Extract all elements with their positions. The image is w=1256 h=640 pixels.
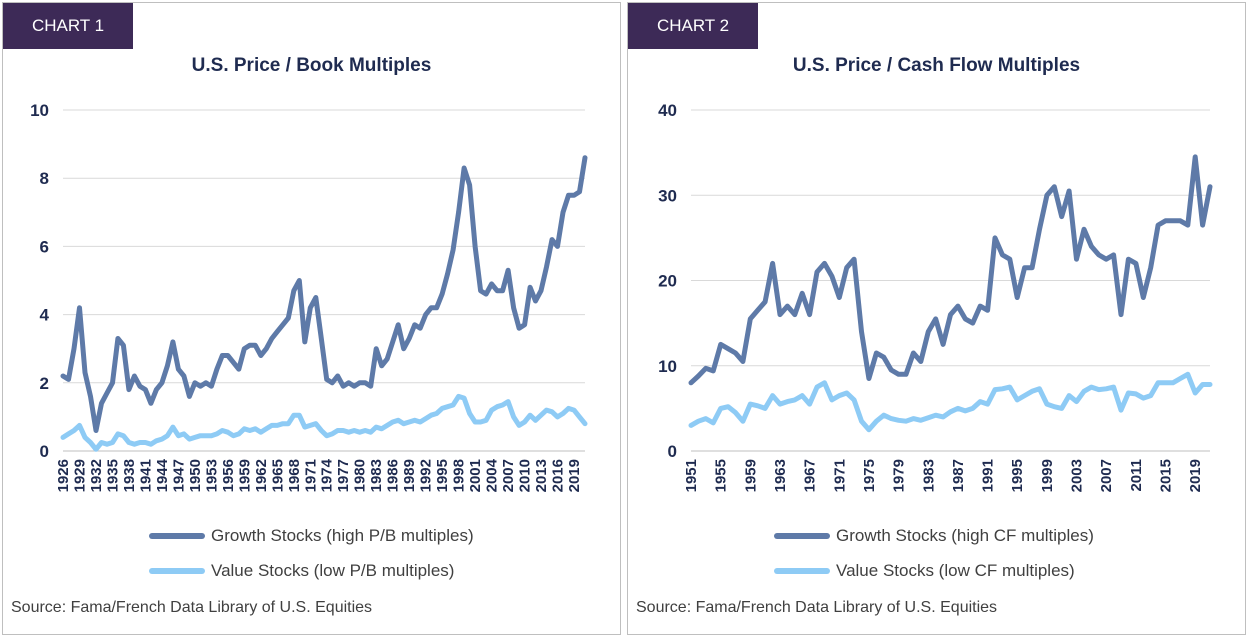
x-tick-label: 2003 bbox=[1069, 459, 1086, 492]
x-tick-label: 2001 bbox=[467, 459, 484, 492]
y-tick-label: 0 bbox=[40, 442, 49, 461]
x-tick-label: 1979 bbox=[891, 459, 908, 492]
legend-label: Value Stocks (low P/B multiples) bbox=[211, 561, 455, 580]
y-tick-label: 30 bbox=[658, 186, 677, 205]
chart-title: U.S. Price / Cash Flow Multiples bbox=[792, 55, 1081, 76]
y-tick-label: 0 bbox=[668, 442, 677, 461]
legend-item-value: Value Stocks (low CF multiples) bbox=[774, 559, 1075, 583]
x-tick-label: 1998 bbox=[451, 459, 468, 492]
x-tick-label: 1951 bbox=[683, 459, 700, 492]
y-tick-label: 8 bbox=[40, 169, 49, 188]
x-tick-label: 1944 bbox=[154, 458, 171, 492]
x-tick-label: 2016 bbox=[550, 459, 567, 492]
x-tick-label: 2007 bbox=[1098, 459, 1115, 492]
chart-tag: CHART 2 bbox=[628, 3, 758, 49]
series-line-growth bbox=[60, 155, 588, 433]
x-tick-label: 2004 bbox=[484, 458, 501, 492]
x-tick-label: 1965 bbox=[269, 459, 286, 492]
x-tick-label: 1986 bbox=[385, 459, 402, 492]
x-tick-label: 2019 bbox=[1187, 459, 1204, 492]
legend-label: Value Stocks (low CF multiples) bbox=[836, 561, 1075, 580]
x-tick-label: 1963 bbox=[772, 459, 789, 492]
x-tick-label: 1955 bbox=[713, 459, 730, 492]
x-tick-label: 1967 bbox=[802, 459, 819, 492]
legend-label: Growth Stocks (high CF multiples) bbox=[836, 526, 1094, 545]
legend-item-value: Value Stocks (low P/B multiples) bbox=[149, 559, 454, 583]
y-tick-label: 6 bbox=[40, 237, 49, 256]
source-note: Source: Fama/French Data Library of U.S.… bbox=[11, 599, 373, 616]
chart-panel-2: CHART 2 U.S. Price / Cash Flow Multiples… bbox=[627, 2, 1246, 635]
y-tick-label: 10 bbox=[30, 101, 49, 120]
x-tick-label: 1959 bbox=[236, 459, 253, 492]
legend-swatch-value bbox=[149, 568, 205, 574]
source-note: Source: Fama/French Data Library of U.S.… bbox=[636, 599, 998, 616]
legend-swatch-growth bbox=[149, 533, 205, 539]
chart-panel-1: CHART 1 U.S. Price / Book Multiples 0 2 4 6… bbox=[2, 2, 621, 635]
x-tick-label: 1980 bbox=[352, 459, 369, 492]
x-tick-label: 1926 bbox=[55, 459, 72, 492]
y-tick-label: 40 bbox=[658, 101, 677, 120]
legend-item-growth: Growth Stocks (high P/B multiples) bbox=[149, 524, 474, 548]
x-tick-label: 2010 bbox=[517, 459, 534, 492]
x-tick-label: 1938 bbox=[121, 459, 138, 492]
x-tick-label: 1975 bbox=[861, 459, 878, 492]
legend-swatch-value bbox=[774, 568, 830, 574]
chart-plot: 0 10 20 30 40 1951 1955 1959 1963 1967 1971 1975 197… bbox=[658, 101, 1213, 492]
x-tick-label: 1989 bbox=[401, 459, 418, 492]
y-tick-label: 4 bbox=[40, 306, 50, 325]
x-tick-label: 1932 bbox=[88, 459, 105, 492]
x-tick-label: 1929 bbox=[71, 459, 88, 492]
x-tick-label: 2011 bbox=[1128, 459, 1145, 492]
x-tick-label: 1947 bbox=[170, 459, 187, 492]
x-tick-label: 1991 bbox=[980, 459, 997, 492]
legend-label: Growth Stocks (high P/B multiples) bbox=[211, 526, 474, 545]
y-tick-label: 2 bbox=[40, 374, 49, 393]
x-tick-label: 1995 bbox=[1009, 459, 1026, 492]
x-tick-label: 1968 bbox=[286, 459, 303, 492]
x-tick-label: 1935 bbox=[104, 459, 121, 492]
y-tick-label: 20 bbox=[658, 272, 677, 291]
legend-swatch-growth bbox=[774, 533, 830, 539]
x-tick-label: 2007 bbox=[500, 459, 517, 492]
y-tick-label: 10 bbox=[658, 357, 677, 376]
chart-tag: CHART 1 bbox=[3, 3, 133, 49]
x-tick-label: 1971 bbox=[302, 459, 319, 492]
legend-item-growth: Growth Stocks (high CF multiples) bbox=[774, 524, 1094, 548]
chart-title: U.S. Price / Book Multiples bbox=[191, 55, 432, 76]
x-tick-label: 2013 bbox=[533, 459, 550, 492]
x-tick-label: 2019 bbox=[566, 459, 583, 492]
x-tick-label: 1995 bbox=[434, 459, 451, 492]
x-tick-label: 1999 bbox=[1039, 459, 1056, 492]
x-tick-label: 1959 bbox=[742, 459, 759, 492]
series-line-value bbox=[688, 371, 1213, 433]
x-tick-label: 1953 bbox=[203, 459, 220, 492]
x-tick-label: 1956 bbox=[220, 459, 237, 492]
x-tick-label: 1983 bbox=[368, 459, 385, 492]
x-tick-label: 1983 bbox=[920, 459, 937, 492]
x-tick-label: 1974 bbox=[319, 458, 336, 492]
x-tick-label: 1962 bbox=[253, 459, 270, 492]
x-tick-label: 1950 bbox=[187, 459, 204, 492]
series-line-value bbox=[60, 393, 588, 452]
x-tick-label: 1971 bbox=[831, 459, 848, 492]
x-tick-label: 1977 bbox=[335, 459, 352, 492]
x-tick-label: 1992 bbox=[418, 459, 435, 492]
x-tick-label: 2015 bbox=[1158, 459, 1175, 492]
x-tick-label: 1987 bbox=[950, 459, 967, 492]
x-tick-label: 1941 bbox=[137, 459, 154, 492]
series-line-growth bbox=[688, 154, 1213, 386]
